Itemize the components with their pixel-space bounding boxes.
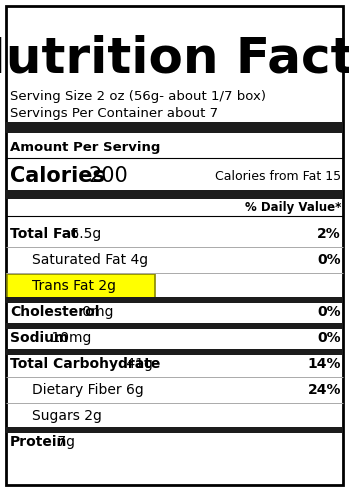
Text: 24%: 24% xyxy=(307,383,341,397)
Text: 0%: 0% xyxy=(317,331,341,345)
Text: 14%: 14% xyxy=(307,357,341,371)
Text: Cholesterol: Cholesterol xyxy=(10,305,99,319)
Bar xyxy=(6,349,343,355)
Text: Nutrition Facts: Nutrition Facts xyxy=(0,34,349,82)
Text: Calories from Fat 15: Calories from Fat 15 xyxy=(215,169,341,183)
Text: 0%: 0% xyxy=(317,305,341,319)
Text: Amount Per Serving: Amount Per Serving xyxy=(10,140,161,154)
Bar xyxy=(7,273,155,299)
Text: 0mg: 0mg xyxy=(78,305,114,319)
Bar xyxy=(6,297,343,303)
Bar xyxy=(6,190,343,199)
Text: 0%: 0% xyxy=(317,253,341,267)
Bar xyxy=(6,122,343,133)
Text: Serving Size 2 oz (56g- about 1/7 box): Serving Size 2 oz (56g- about 1/7 box) xyxy=(10,89,266,103)
Bar xyxy=(6,427,343,433)
Text: Trans Fat 2g: Trans Fat 2g xyxy=(32,279,116,293)
Text: Sodium: Sodium xyxy=(10,331,68,345)
Text: Calories: Calories xyxy=(10,166,105,186)
Text: Total Fat: Total Fat xyxy=(10,227,78,241)
Text: 6.5g: 6.5g xyxy=(66,227,101,241)
Text: Sugars 2g: Sugars 2g xyxy=(32,409,102,423)
Text: Saturated Fat 4g: Saturated Fat 4g xyxy=(32,253,148,267)
Text: 10mg: 10mg xyxy=(47,331,91,345)
Text: 41g: 41g xyxy=(121,357,153,371)
Bar xyxy=(6,323,343,329)
Text: Servings Per Container about 7: Servings Per Container about 7 xyxy=(10,107,218,119)
Text: Total Carbohydrate: Total Carbohydrate xyxy=(10,357,161,371)
Text: Protein: Protein xyxy=(10,435,67,449)
Text: 7g: 7g xyxy=(53,435,75,449)
Text: % Daily Value*: % Daily Value* xyxy=(245,201,341,215)
Text: 200: 200 xyxy=(88,166,128,186)
Text: Dietary Fiber 6g: Dietary Fiber 6g xyxy=(32,383,144,397)
Text: 2%: 2% xyxy=(317,227,341,241)
